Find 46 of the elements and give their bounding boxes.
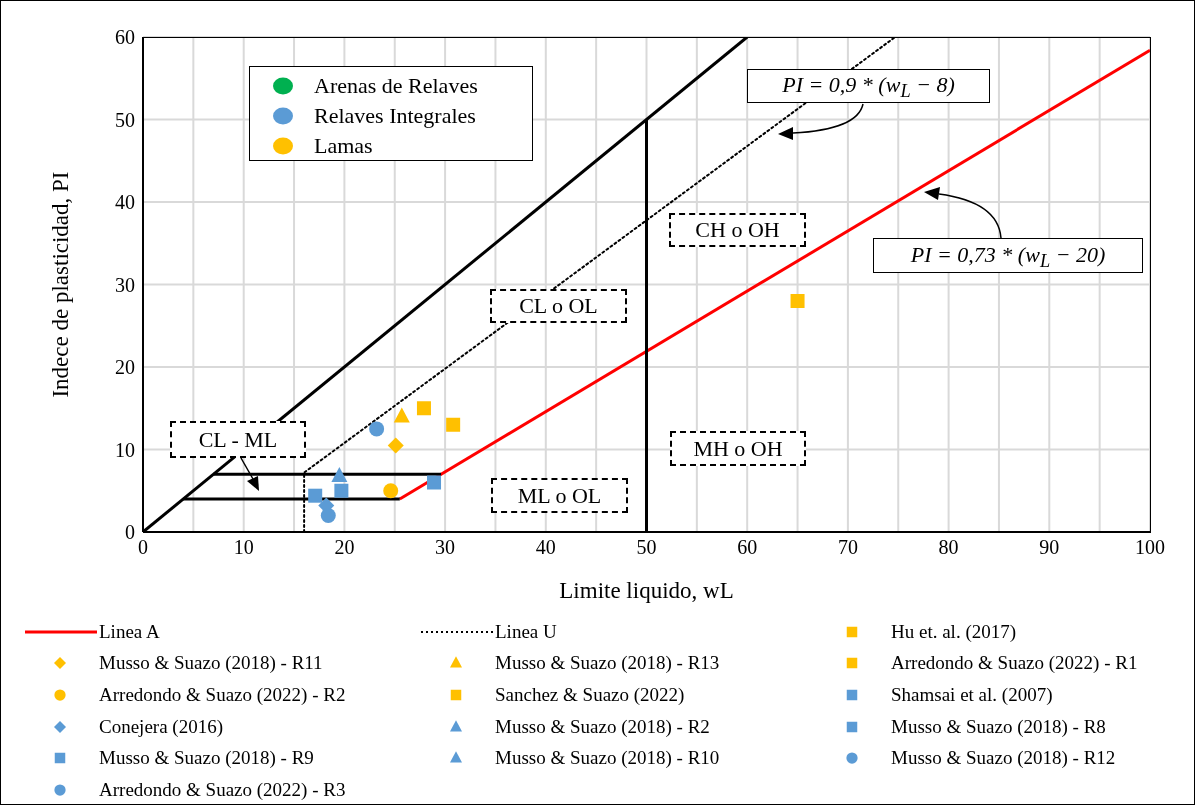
x-tick-label: 60 xyxy=(737,536,758,559)
legend-label: Musso & Suazo (2018) - R9 xyxy=(99,747,314,770)
legend-label: Arredondo & Suazo (2022) - R3 xyxy=(99,778,346,801)
x-tick-label: 80 xyxy=(938,536,959,559)
y-axis-title: Indece de plasticidad, PI xyxy=(47,171,73,398)
annotation: Lamas xyxy=(314,133,373,159)
label-box: CL - ML xyxy=(170,421,306,458)
annotation: Relaves Integrales xyxy=(314,103,476,129)
x-tick-label: 90 xyxy=(1039,536,1060,559)
y-tick-label: 40 xyxy=(115,191,135,214)
legend-label: Linea U xyxy=(495,620,557,643)
y-tick-label: 10 xyxy=(115,438,135,461)
label-box: PI = 0,9 * (w$_{L}$ − 8) xyxy=(747,69,990,103)
x-axis-title: Limite liquido, wL xyxy=(559,578,734,603)
key-box: Arenas de Relaves Relaves Integrales Lamas xyxy=(249,66,533,161)
legend-label: Hu et. al. (2017) xyxy=(891,620,1017,643)
legend-label: Musso & Suazo (2018) - R11 xyxy=(99,652,323,675)
legend-label: Shamsai et al. (2007) xyxy=(891,683,1053,706)
x-tick-label: 40 xyxy=(535,536,556,559)
x-tick-label: 100 xyxy=(1135,536,1165,559)
legend-label: Arredondo & Suazo (2022) - R2 xyxy=(99,683,346,706)
legend-label: Musso & Suazo (2018) - R2 xyxy=(495,715,710,738)
label-box: ML o OL xyxy=(491,478,628,513)
x-tick-label: 20 xyxy=(334,536,355,559)
label-box: CL o OL xyxy=(490,289,627,323)
label-box: MH o OH xyxy=(670,431,806,466)
annotation: Arenas de Relaves xyxy=(314,73,478,99)
legend-label: Musso & Suazo (2018) - R12 xyxy=(891,747,1116,770)
y-tick-label: 20 xyxy=(115,356,135,379)
y-tick-label: 50 xyxy=(115,108,135,131)
y-tick-label: 30 xyxy=(115,273,135,296)
legend-label: Conejera (2016) xyxy=(99,715,223,738)
y-tick-label: 0 xyxy=(125,521,135,544)
x-tick-label: 10 xyxy=(233,536,254,559)
y-tick-label: 60 xyxy=(115,26,135,49)
legend-label: Musso & Suazo (2018) - R10 xyxy=(495,747,720,770)
legend-label: Arredondo & Suazo (2022) - R1 xyxy=(891,652,1138,675)
label-box: CH o OH xyxy=(669,213,806,247)
legend-label: Sanchez & Suazo (2022) xyxy=(495,683,685,706)
legend-label: Musso & Suazo (2018) - R13 xyxy=(495,652,720,675)
label-box: PI = 0,73 * (w$_{L}$ − 20) xyxy=(873,238,1143,273)
legend-label: Musso & Suazo (2018) - R8 xyxy=(891,715,1106,738)
x-tick-label: 30 xyxy=(435,536,456,559)
x-tick-label: 70 xyxy=(837,536,858,559)
x-tick-label: 50 xyxy=(636,536,657,559)
legend-label: Linea A xyxy=(99,620,160,643)
